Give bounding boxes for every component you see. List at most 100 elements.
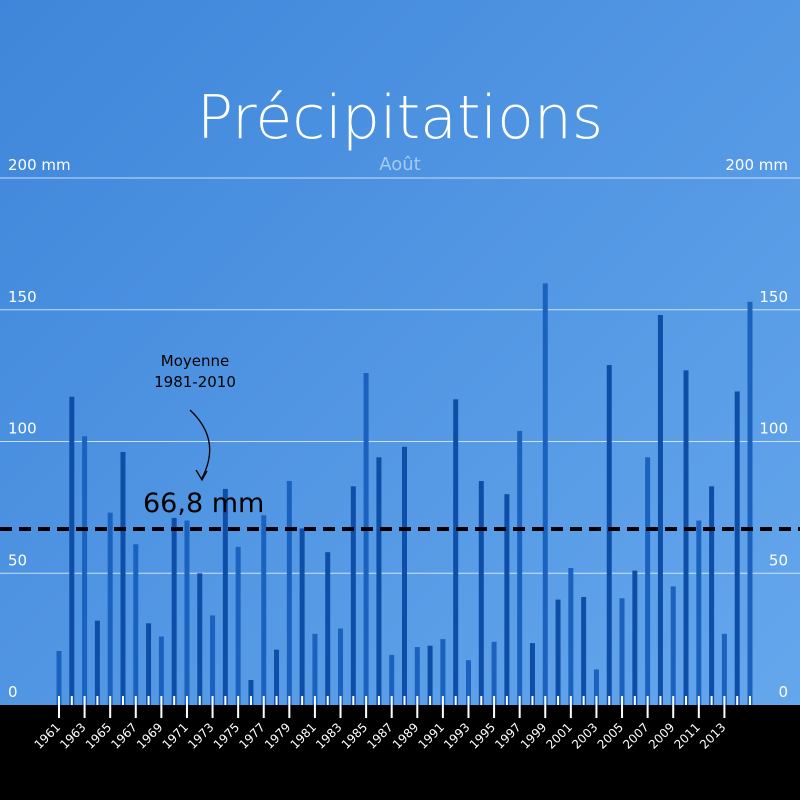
x-tick xyxy=(505,696,508,705)
y-tick-label: 100 xyxy=(8,420,37,438)
x-tick xyxy=(723,696,726,718)
bar xyxy=(606,365,612,705)
bar xyxy=(568,567,574,705)
x-tick xyxy=(736,696,739,705)
chart-title: Précipitations xyxy=(197,83,603,153)
x-tick xyxy=(582,696,585,705)
bar xyxy=(69,396,75,705)
bar xyxy=(542,283,548,705)
bar xyxy=(709,486,715,705)
x-tick xyxy=(352,696,355,705)
bar xyxy=(696,520,702,705)
x-tick xyxy=(416,696,419,718)
x-tick xyxy=(326,696,329,705)
bar xyxy=(402,446,407,705)
bar xyxy=(670,586,676,705)
x-tick xyxy=(697,696,700,718)
bar xyxy=(171,517,177,705)
bar xyxy=(555,599,561,705)
y-tick-label-right: 200 mm xyxy=(725,156,788,174)
x-tick xyxy=(275,696,278,705)
mean-annotation: 1981-2010 xyxy=(154,373,236,391)
bar xyxy=(683,370,689,705)
bar xyxy=(350,486,356,705)
y-tick-label-right: 50 xyxy=(769,551,788,569)
x-tick xyxy=(249,696,252,705)
x-tick xyxy=(121,696,124,705)
bar xyxy=(619,598,625,705)
bar xyxy=(107,512,113,705)
x-tick xyxy=(390,696,393,718)
x-tick xyxy=(237,696,240,718)
x-tick xyxy=(288,696,291,718)
x-tick xyxy=(96,696,99,705)
x-tick xyxy=(544,696,547,718)
mean-annotation: Moyenne xyxy=(161,352,229,370)
x-tick xyxy=(633,696,636,705)
bar xyxy=(325,552,331,705)
x-tick xyxy=(365,696,368,718)
x-tick xyxy=(429,696,432,705)
y-tick-label: 150 xyxy=(8,288,37,306)
bar xyxy=(389,654,395,705)
x-tick xyxy=(198,696,201,705)
bar xyxy=(453,399,459,705)
x-tick xyxy=(224,696,227,705)
annotation-arrow xyxy=(189,409,211,479)
bar xyxy=(248,679,254,705)
bar xyxy=(581,596,587,705)
x-tick xyxy=(134,696,137,718)
x-tick xyxy=(621,696,624,718)
x-tick xyxy=(480,696,483,705)
bar xyxy=(657,315,663,705)
y-tick-label: 200 mm xyxy=(8,156,71,174)
chart-subtitle: Août xyxy=(379,154,420,175)
mean-label: 66,8 mm xyxy=(143,488,264,519)
bar xyxy=(286,481,292,705)
x-tick xyxy=(493,696,496,718)
x-tick xyxy=(557,696,560,705)
x-tick xyxy=(569,696,572,718)
y-tick-label: 50 xyxy=(8,551,27,569)
bar xyxy=(363,372,369,705)
bar xyxy=(632,570,638,705)
bar xyxy=(235,546,241,705)
x-tick xyxy=(301,696,304,705)
x-tick xyxy=(147,696,150,705)
bar xyxy=(734,391,740,705)
bar xyxy=(120,452,126,705)
bar xyxy=(517,430,523,705)
bar xyxy=(747,301,753,705)
annotation-arrowhead xyxy=(195,469,208,482)
x-tick xyxy=(685,696,688,705)
bar xyxy=(491,641,497,705)
bar xyxy=(427,645,433,705)
x-tick xyxy=(313,696,316,718)
x-tick xyxy=(531,696,534,705)
bar xyxy=(645,457,651,705)
y-tick-label-right: 0 xyxy=(778,683,788,701)
x-tick xyxy=(608,696,611,705)
x-tick xyxy=(659,696,662,705)
x-tick xyxy=(173,696,176,705)
x-tick xyxy=(70,696,73,705)
x-tick xyxy=(160,696,163,718)
bar xyxy=(312,633,318,705)
bar xyxy=(82,436,88,705)
bar xyxy=(376,457,382,705)
x-tick xyxy=(83,696,86,718)
bar xyxy=(261,515,267,705)
x-tick xyxy=(595,696,598,718)
axis-strip xyxy=(0,705,800,800)
bar xyxy=(440,639,446,705)
x-tick xyxy=(441,696,444,718)
bar xyxy=(478,481,484,705)
bar xyxy=(158,636,164,705)
x-tick xyxy=(339,696,342,718)
x-tick xyxy=(262,696,265,718)
y-tick-label: 0 xyxy=(8,683,18,701)
x-tick xyxy=(58,696,60,718)
bar xyxy=(210,615,216,705)
bar xyxy=(338,628,344,705)
